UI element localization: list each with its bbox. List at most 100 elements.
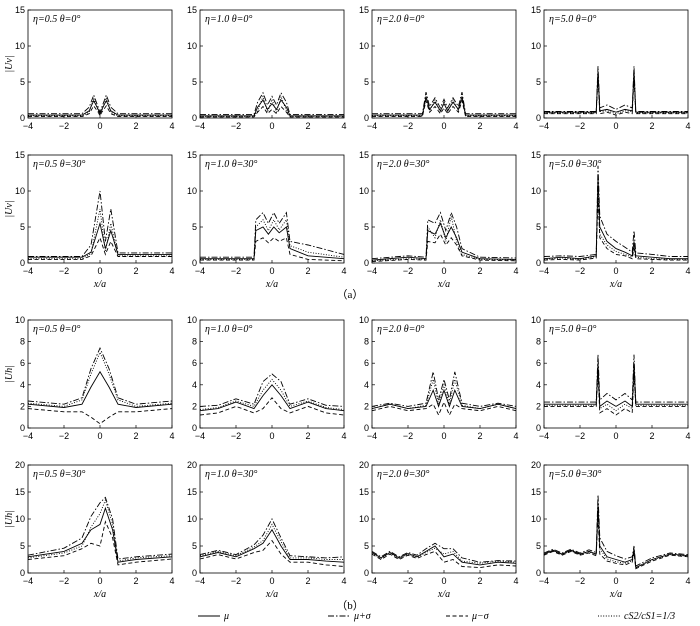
y-tick-label: 5 (192, 222, 197, 232)
x-tick-label: 2 (649, 576, 654, 586)
series-line (27, 520, 173, 566)
x-axis-label: x/a (609, 279, 622, 290)
y-tick-label: 15 (359, 150, 369, 160)
x-tick-label: −4 (539, 431, 549, 441)
y-tick-label: 15 (531, 150, 541, 160)
y-tick-label: 20 (531, 460, 541, 470)
series-line (200, 218, 345, 260)
y-tick-label: 0 (536, 113, 541, 123)
x-tick-label: 4 (685, 576, 690, 586)
plot-frame (543, 154, 689, 264)
series-line (544, 66, 688, 112)
x-tick-label: 4 (341, 431, 346, 441)
plot-frame (27, 319, 173, 429)
y-tick-label: 15 (15, 5, 25, 15)
x-tick-label: −2 (59, 431, 69, 441)
series-line (200, 211, 345, 258)
y-tick-label: 4 (20, 380, 25, 390)
y-tick-label: 10 (15, 514, 25, 524)
y-tick-label: 0 (364, 568, 369, 578)
series-line (543, 165, 688, 257)
legend-label: μ−σ (471, 611, 490, 622)
y-tick-label: 10 (15, 41, 25, 51)
x-tick-label: −4 (23, 266, 33, 276)
chart-panel-9: −4 −2 0 2 4 0 2 4 6 8 10 η=0.5 θ=0° |Uh| (4, 315, 175, 441)
x-tick-label: 0 (269, 266, 274, 276)
x-tick-label: −4 (23, 576, 33, 586)
x-tick-label: 4 (513, 266, 518, 276)
chart-panel-3: −4 −2 0 2 4 0 5 10 15 η=2.0 θ=0° (359, 5, 519, 131)
y-tick-label: 0 (192, 423, 197, 433)
x-tick-label: −4 (539, 576, 549, 586)
series-line (199, 518, 345, 559)
y-tick-label: 10 (531, 186, 541, 196)
series-line (371, 379, 517, 410)
x-tick-label: −4 (539, 266, 549, 276)
series-line (27, 506, 173, 563)
series-line (27, 408, 173, 425)
x-tick-label: −4 (195, 266, 205, 276)
y-tick-label: 2 (192, 401, 197, 411)
y-tick-label: 8 (364, 337, 369, 347)
x-tick-label: 4 (685, 266, 690, 276)
series-line (200, 99, 344, 117)
panel-annotation: η=1.0 θ=0° (205, 14, 252, 25)
x-tick-label: −2 (231, 576, 241, 586)
y-tick-label: 5 (20, 222, 25, 232)
x-tick-label: 0 (613, 431, 618, 441)
x-tick-label: 0 (269, 431, 274, 441)
series-line (27, 496, 173, 560)
y-tick-label: 15 (359, 5, 369, 15)
y-tick-label: 0 (536, 258, 541, 268)
x-tick-label: −2 (231, 121, 241, 131)
series-line (544, 71, 688, 113)
y-tick-label: 20 (359, 460, 369, 470)
y-tick-label: 4 (364, 380, 369, 390)
series-line (28, 93, 172, 115)
x-tick-label: 2 (477, 431, 482, 441)
caption-b: （b） (336, 599, 364, 612)
y-tick-label: 0 (192, 258, 197, 268)
chart-panel-16: −4 −2 0 2 4 0 5 10 15 20 η=5.0 θ=30° x/a (531, 460, 691, 600)
y-tick-label: 2 (20, 401, 25, 411)
series-line (543, 508, 689, 569)
x-tick-label: 2 (133, 121, 138, 131)
y-tick-label: 10 (531, 315, 541, 325)
x-tick-label: 4 (513, 121, 518, 131)
panel-annotation: η=5.0 θ=0° (549, 14, 596, 25)
y-tick-label: 15 (359, 487, 369, 497)
x-tick-label: −2 (59, 266, 69, 276)
x-tick-label: −2 (575, 576, 585, 586)
x-tick-label: −2 (575, 121, 585, 131)
series-line (544, 354, 688, 403)
x-axis-label: x/a (437, 589, 450, 600)
chart-panel-14: −4 −2 0 2 4 0 5 10 15 20 η=1.0 θ=30° x/a (187, 460, 347, 600)
series-line (27, 351, 173, 407)
panel-annotation: η=2.0 θ=0° (377, 324, 424, 335)
panel-grid: −4 −2 0 2 4 0 5 10 15 η=0.5 θ=0° |Uv| −4 −2 0 2 4 0 5 10 15… (4, 5, 691, 600)
x-tick-label: −4 (367, 431, 377, 441)
x-tick-label: −4 (23, 121, 33, 131)
y-axis-label: |Uh| (4, 365, 15, 383)
x-tick-label: −2 (59, 576, 69, 586)
x-tick-label: 0 (613, 576, 618, 586)
series-line (199, 397, 345, 416)
x-tick-label: −4 (195, 576, 205, 586)
y-tick-label: 5 (536, 222, 541, 232)
x-tick-label: 2 (649, 266, 654, 276)
series-line (200, 91, 344, 115)
x-tick-label: 2 (133, 266, 138, 276)
y-tick-label: 10 (359, 186, 369, 196)
x-tick-label: −4 (367, 576, 377, 586)
series-line (199, 384, 345, 412)
panel-annotation: η=5.0 θ=0° (549, 324, 596, 335)
x-tick-label: 2 (649, 121, 654, 131)
x-tick-label: 0 (441, 266, 446, 276)
x-tick-label: −4 (195, 121, 205, 131)
series-line (199, 539, 345, 567)
x-tick-label: 0 (269, 121, 274, 131)
x-tick-label: 4 (341, 576, 346, 586)
panel-annotation: η=5.0 θ=30° (549, 469, 601, 480)
series-line (28, 99, 172, 116)
y-tick-label: 0 (20, 258, 25, 268)
